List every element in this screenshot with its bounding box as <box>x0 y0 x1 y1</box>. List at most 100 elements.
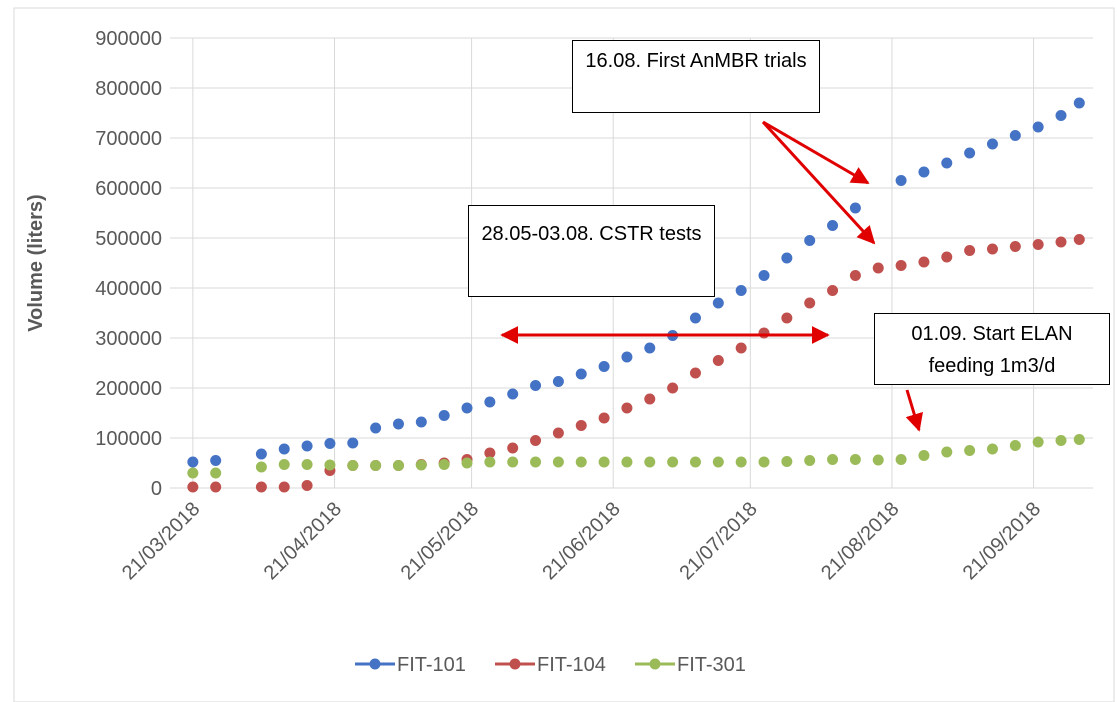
data-point <box>1073 434 1085 445</box>
data-point <box>552 376 564 387</box>
data-point <box>1073 234 1085 245</box>
legend: FIT-101 FIT-104 FIT-301 <box>355 654 746 676</box>
data-point <box>689 312 701 324</box>
data-point <box>392 418 404 430</box>
data-point <box>187 467 199 479</box>
data-point <box>804 235 816 246</box>
data-point <box>1032 436 1044 448</box>
data-point <box>598 456 610 468</box>
x-tick-label: 21/05/2018 <box>397 498 483 584</box>
data-point <box>781 252 793 264</box>
data-point <box>370 460 382 471</box>
y-tick-label: 100000 <box>95 428 162 450</box>
data-point <box>849 454 861 465</box>
data-point <box>301 480 313 491</box>
data-point <box>735 342 747 354</box>
data-point <box>918 166 930 178</box>
data-point <box>507 456 519 468</box>
arrow <box>762 120 870 185</box>
y-tick-label: 200000 <box>95 378 162 400</box>
data-point <box>667 456 679 468</box>
data-point <box>507 442 519 454</box>
x-tick-label: 21/06/2018 <box>538 498 624 584</box>
data-point <box>849 270 861 281</box>
data-point <box>415 416 427 428</box>
arrow <box>761 120 876 245</box>
data-point <box>895 454 907 465</box>
data-point <box>210 455 222 466</box>
data-point <box>484 447 496 459</box>
legend-label: FIT-101 <box>397 654 466 676</box>
data-point <box>941 446 953 458</box>
data-point <box>644 456 656 468</box>
y-tick-label: 400000 <box>95 278 162 300</box>
data-point <box>187 456 199 468</box>
data-point <box>758 456 770 468</box>
arrow <box>905 389 923 432</box>
data-point <box>324 438 336 449</box>
annotation: 28.05-03.08. CSTR tests <box>468 205 715 297</box>
y-tick-label: 600000 <box>95 178 162 200</box>
data-point <box>530 435 542 446</box>
data-point <box>598 361 610 372</box>
data-point <box>689 367 701 379</box>
data-point <box>621 456 633 468</box>
legend-marker <box>509 658 521 670</box>
legend-marker <box>649 658 661 670</box>
x-tick-label: 21/08/2018 <box>817 498 903 584</box>
data-point <box>392 460 404 471</box>
data-point <box>507 388 519 400</box>
data-point <box>1009 241 1021 252</box>
x-tick-label: 21/07/2018 <box>675 498 761 584</box>
data-point <box>1032 121 1044 133</box>
data-point <box>1009 130 1021 141</box>
data-point <box>255 448 267 460</box>
data-point <box>735 456 747 468</box>
data-point <box>918 450 930 461</box>
data-point <box>324 459 336 471</box>
data-point <box>347 460 359 471</box>
data-point <box>758 270 770 281</box>
x-tick-label: 21/09/2018 <box>959 498 1045 584</box>
data-point <box>484 396 496 408</box>
data-point <box>461 402 473 414</box>
data-point <box>575 420 587 431</box>
data-point <box>438 459 450 470</box>
data-point <box>301 459 313 470</box>
data-point <box>278 443 290 455</box>
data-point <box>255 461 267 473</box>
data-point <box>187 481 199 493</box>
data-point <box>1055 435 1067 446</box>
y-tick-label: 500000 <box>95 228 162 250</box>
data-point <box>827 220 839 231</box>
data-point <box>210 481 222 493</box>
data-point <box>964 147 976 159</box>
data-point <box>530 456 542 468</box>
data-point <box>964 245 976 256</box>
data-point <box>918 256 930 268</box>
data-point <box>370 422 382 434</box>
data-point <box>552 456 564 468</box>
data-point <box>1073 97 1085 109</box>
annotation: 16.08. First AnMBR trials <box>572 40 820 113</box>
data-point <box>644 342 656 354</box>
data-point <box>575 456 587 468</box>
data-point <box>301 440 313 452</box>
data-point <box>804 297 816 309</box>
data-point <box>804 455 816 466</box>
data-point <box>575 368 587 380</box>
data-point <box>667 382 679 394</box>
data-point <box>598 412 610 424</box>
chart-frame <box>13 7 1115 702</box>
data-point <box>415 459 427 471</box>
legend-marker <box>369 658 381 670</box>
data-point <box>712 297 724 309</box>
data-point <box>621 351 633 363</box>
data-point <box>895 260 907 271</box>
legend-label: FIT-301 <box>677 654 746 676</box>
data-point <box>644 393 656 405</box>
data-point <box>210 467 222 479</box>
y-axis-label: Volume (liters) <box>25 194 47 331</box>
data-point <box>872 262 884 274</box>
